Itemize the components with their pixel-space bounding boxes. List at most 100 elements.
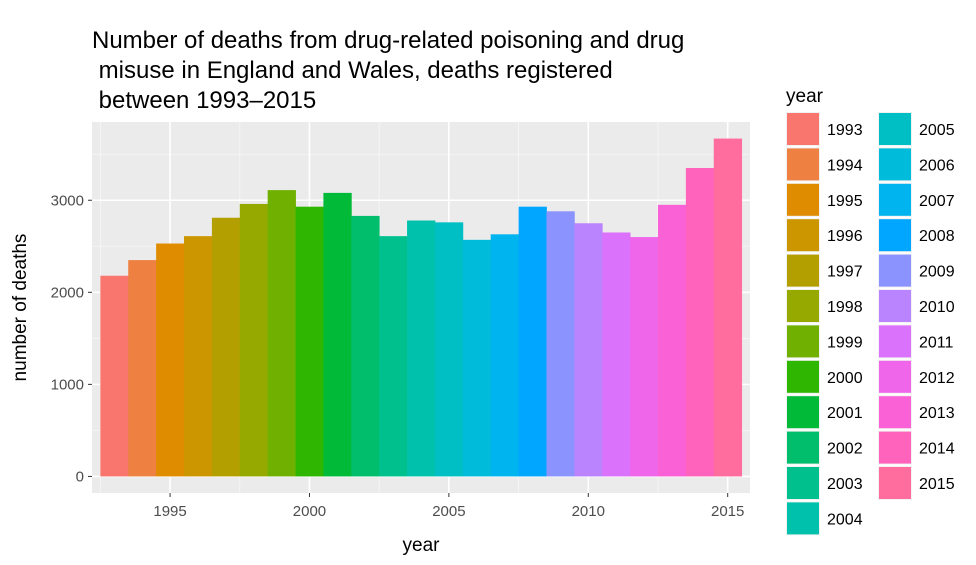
bar-1995 [156,243,185,477]
legend-item-1993: 1993 [786,112,863,146]
legend-key-swatch [787,290,819,322]
legend-label: 2011 [919,334,954,351]
legend-label: 2012 [919,370,955,387]
legend-key-swatch [787,148,819,181]
legend-key-swatch [787,431,819,464]
bar-2014 [685,168,715,477]
legend-label: 2010 [919,299,955,316]
legend-label: 2009 [919,264,955,281]
y-tick-label: 2000 [51,284,84,301]
legend-key-swatch [879,113,911,145]
legend-label: 1997 [827,264,863,281]
legend-item-1999: 1999 [786,324,863,359]
legend-label: 2015 [919,476,955,493]
bar-2003 [379,236,408,477]
legend-key-swatch [787,467,819,499]
legend-label: 1996 [827,228,863,245]
x-axis-ticks: 1995 2000 2005 2010 2015 [153,493,744,520]
bar-2008 [518,206,547,477]
bar-2015 [713,138,743,477]
y-tick-label: 1000 [51,376,84,393]
legend-label: 2001 [827,405,863,422]
y-tick-label: 3000 [51,192,84,209]
legend-item-2009: 2009 [878,253,955,288]
chart-title-line-1: Number of deaths from drug-related poiso… [92,27,684,54]
y-tick-label: 0 [76,468,84,485]
legend-item-2012: 2012 [878,359,955,394]
y-axis-title: number of deaths [10,234,31,382]
x-tick-label: 1995 [153,503,186,520]
legend-key-swatch [879,396,911,429]
legend-title: year [786,86,824,107]
legend-key-swatch [879,148,911,181]
bar-2009 [546,211,575,477]
bar-1997 [211,217,241,477]
legend-key-swatch [787,360,819,393]
bar-1993 [100,275,129,477]
legend-label: 2005 [919,122,955,139]
legend-key-swatch [787,502,819,535]
legend-item-2014: 2014 [878,430,955,465]
legend-item-1996: 1996 [786,218,863,253]
legend-item-1994: 1994 [786,147,863,182]
x-tick-label: 2015 [711,503,744,520]
bar-2012 [630,237,659,477]
bar-1998 [239,203,269,477]
legend-key-swatch [879,360,911,393]
legend: 1993 1994 1995 1996 1997 1998 1999 2000 2001 2002… [786,112,955,536]
legend-key-swatch [787,254,819,287]
legend-label: 2007 [919,193,955,210]
legend-label: 2003 [827,476,863,493]
legend-item-1998: 1998 [786,289,863,323]
x-tick-label: 2010 [572,503,605,520]
bar-2001 [323,192,352,477]
bar-2000 [295,206,324,477]
chart-title-line-2: misuse in England and Wales, deaths regi… [92,57,613,84]
chart-title: Number of deaths from drug-related poiso… [92,27,684,114]
legend-key-swatch [787,219,819,252]
legend-item-1997: 1997 [786,253,863,288]
legend-label: 2013 [919,405,955,422]
legend-item-2013: 2013 [878,395,955,430]
legend-label: 2002 [827,441,863,458]
legend-item-2001: 2001 [786,395,863,430]
bars [100,138,743,477]
bar-2011 [602,232,631,477]
legend-key-swatch [879,219,911,252]
legend-item-2011: 2011 [878,324,954,359]
bar-1994 [128,260,157,477]
legend-label: 2014 [919,441,955,458]
legend-item-2003: 2003 [786,466,863,500]
y-axis-ticks: 0 1000 2000 3000 [51,192,92,485]
legend-item-2015: 2015 [878,466,955,500]
legend-label: 2006 [919,157,955,174]
legend-key-swatch [879,254,911,287]
bar-2002 [351,215,380,477]
legend-item-1995: 1995 [786,182,863,217]
legend-item-2002: 2002 [786,430,863,465]
legend-item-2000: 2000 [786,359,863,394]
legend-key-swatch [879,183,911,216]
legend-key-swatch [879,325,911,358]
legend-label: 1999 [827,334,863,351]
legend-key-swatch [879,290,911,322]
legend-label: 2008 [919,228,955,245]
bar-2010 [574,223,603,477]
x-tick-label: 2000 [293,503,326,520]
legend-key-swatch [787,183,819,216]
bar-1996 [184,236,213,477]
chart-title-line-3: between 1993–2015 [92,87,316,114]
legend-label: 1994 [827,157,863,174]
bar-2007 [490,234,519,477]
legend-label: 1998 [827,299,863,316]
legend-item-2006: 2006 [878,147,955,182]
legend-item-2010: 2010 [878,289,955,323]
legend-key-swatch [879,431,911,464]
x-axis-title: year [403,535,441,556]
x-tick-label: 2005 [432,503,465,520]
legend-label: 2000 [827,370,863,387]
bar-1999 [267,190,296,477]
bar-2005 [434,222,464,477]
legend-label: 1993 [827,122,863,139]
